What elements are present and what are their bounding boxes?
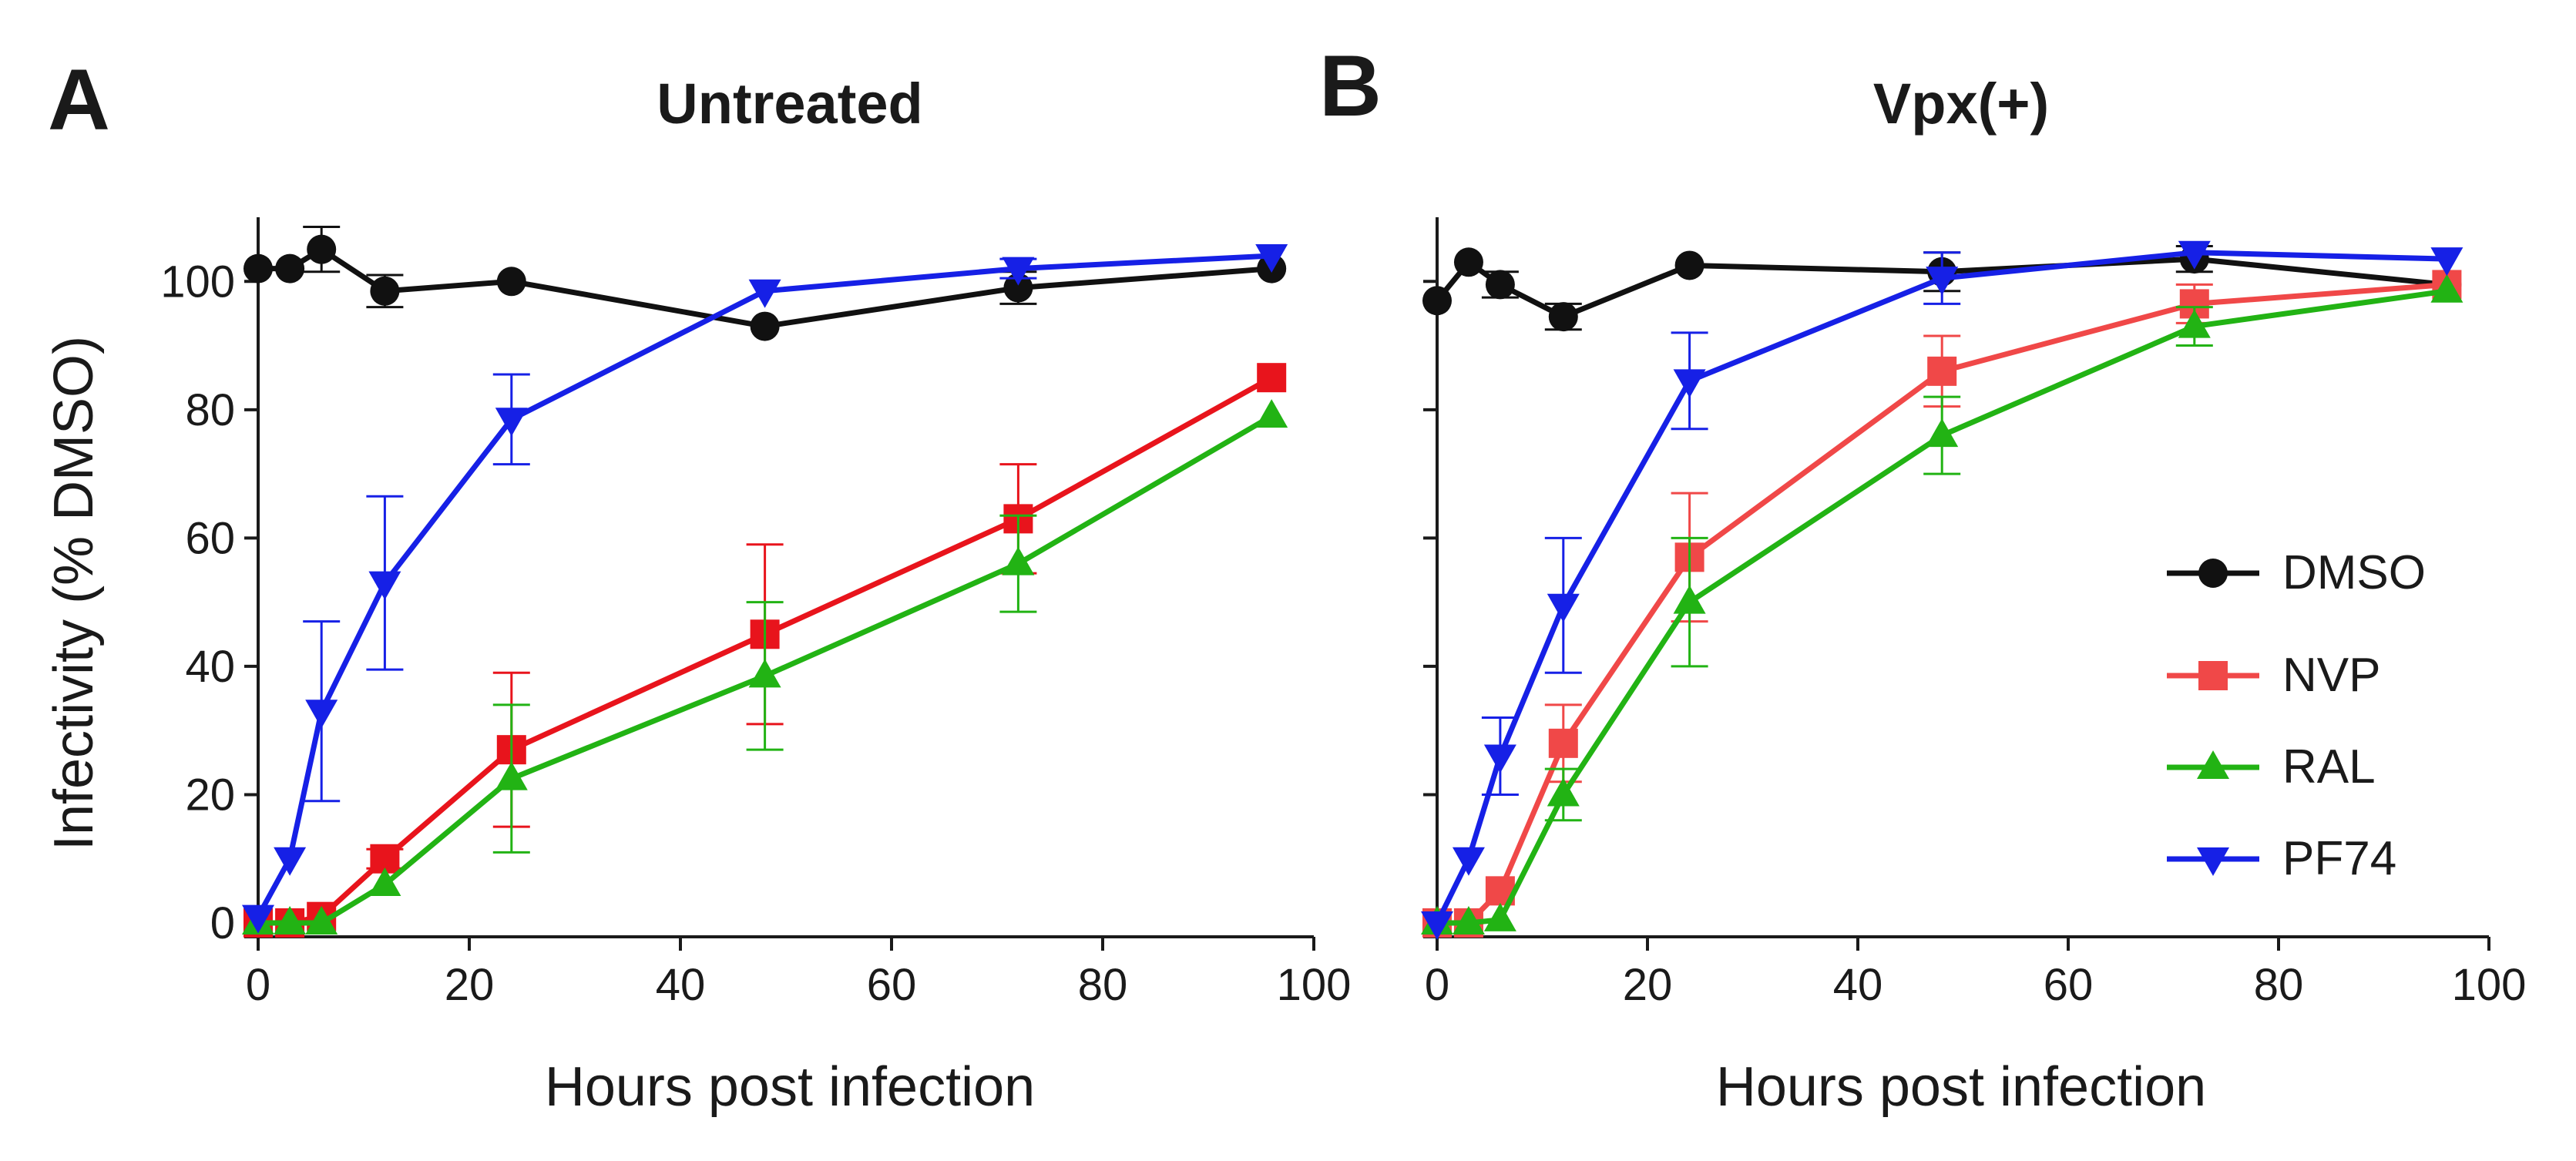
panel-b-x-tick-label: 80 — [2254, 960, 2304, 1010]
panel-b-pf74-point — [1547, 593, 1580, 622]
panel-a-ral-point — [495, 761, 528, 790]
legend-symbol-pf74 — [2197, 847, 2229, 876]
panel-a-ral-point — [748, 659, 781, 688]
panel-b-nvp-point — [1548, 728, 1578, 758]
panel-a-series-dmso — [243, 225, 1287, 341]
panel-b-pf74-point — [1452, 847, 1485, 876]
panel-a-x-tick-label: 0 — [246, 960, 270, 1010]
panel-a-dmso-point — [275, 253, 305, 284]
panel-b-x-tick-label: 40 — [1833, 960, 1883, 1010]
panel-b-x-tick-label: 100 — [2452, 960, 2527, 1010]
panel-a-pf74-point — [242, 904, 274, 934]
panel-a-ral-point — [1002, 546, 1035, 575]
panel-b-ral-point — [2430, 273, 2463, 303]
panel-b-pf74-point — [2430, 247, 2463, 277]
panel-a-pf74-point — [1255, 243, 1288, 273]
panel-a-pf74-point — [368, 571, 401, 600]
panel-a-pf74-point — [305, 700, 338, 729]
panel-a-pf74-point — [1002, 257, 1035, 286]
legend-entry-pf74: PF74 — [2167, 832, 2396, 885]
panel-b-ral-point — [1673, 585, 1706, 614]
panel-b-x-tick-label: 20 — [1623, 960, 1673, 1010]
panel-b-letter: B — [1319, 38, 1382, 134]
panel-b-plot-area: 0 20 40 60 80 100 — [1421, 217, 2526, 1010]
panel-b-pf74-line — [1434, 250, 2447, 924]
panel-b-ral-point — [1926, 418, 1959, 448]
panel-a-y-tick-label: 60 — [185, 513, 235, 563]
panel-a-ral-point — [274, 906, 307, 935]
panel-a-dmso-point — [1003, 273, 1033, 303]
panel-a-x-tick-label: 80 — [1078, 960, 1128, 1010]
panel-b-pf74-point — [1673, 369, 1706, 398]
panel-a-x-tick-label: 40 — [656, 960, 706, 1010]
panel-b-dmso-point — [1453, 247, 1483, 277]
legend-entry-ral: RAL — [2167, 740, 2376, 794]
panel-a-x-tick-label: 60 — [867, 960, 917, 1010]
panel-a-series-ral — [242, 399, 1288, 935]
panel-a-series-pf74 — [242, 243, 1288, 934]
panel-b-xlabel: Hours post infection — [1716, 1056, 2206, 1118]
panel-b-series-pf74 — [1421, 240, 2463, 940]
panel-a-x-tick-label: 100 — [1277, 960, 1352, 1010]
legend-entry-nvp: NVP — [2167, 649, 2380, 702]
legend-symbol-nvp — [2198, 661, 2228, 690]
panel-b-x-tick-label: 0 — [1425, 960, 1449, 1010]
legend-marker-dmso — [2167, 559, 2259, 588]
panel-a-dmso-point — [370, 276, 400, 306]
panel-b-nvp-point — [1927, 356, 1957, 386]
panel-a-y-tick-label: 20 — [185, 770, 235, 820]
panel-b-dmso-point — [1422, 286, 1452, 316]
panel-b-pf74-point — [1421, 911, 1453, 940]
panel-b-pf74-point — [1926, 267, 1959, 296]
panel-a-pf74-point — [495, 408, 528, 437]
legend-symbol-dmso — [2198, 559, 2228, 588]
panel-a-dmso-point — [307, 234, 337, 264]
panel-b-pf74-point — [1483, 744, 1516, 773]
panel-a-xlabel: Hours post infection — [545, 1056, 1035, 1118]
panel-a: A Untreated Infectivity (% DMSO) Hours p… — [43, 52, 1351, 1118]
panel-a-ral-point — [368, 867, 401, 897]
panel-a-plot-area: 0 20 40 60 80 100 0 20 40 60 80 100 — [160, 217, 1351, 1010]
panel-a-y-tick-label: 40 — [185, 642, 235, 692]
panel-b: B Vpx(+) Hours post infection 0 20 40 60 80 1… — [1319, 38, 2526, 1118]
panel-a-pf74-point — [748, 279, 781, 308]
panel-a-title: Untreated — [657, 72, 922, 136]
panel-a-ral-point — [305, 906, 338, 935]
panel-a-ylabel: Infectivity (% DMSO) — [43, 336, 105, 851]
panel-a-ral-point — [1255, 399, 1288, 428]
panel-b-x-tick-label: 60 — [2044, 960, 2094, 1010]
panel-b-ral-point — [1452, 906, 1485, 935]
panel-b-ral-point — [1547, 777, 1580, 807]
panel-a-x-tick-label: 20 — [445, 960, 495, 1010]
panel-b-dmso-point — [1485, 270, 1515, 300]
panel-a-dmso-point — [496, 267, 526, 297]
legend-label-dmso: DMSO — [2282, 546, 2426, 599]
panel-a-pf74-line — [255, 253, 1272, 918]
panel-a-dmso-point — [750, 311, 780, 341]
legend-label-ral: RAL — [2282, 740, 2376, 794]
legend-marker-nvp — [2167, 661, 2259, 690]
legend: DMSO NVP RAL PF74 — [2167, 546, 2426, 885]
panel-b-series-ral — [1421, 273, 2463, 935]
panel-a-nvp-point — [1257, 363, 1287, 393]
panel-a-dmso-point — [243, 253, 273, 284]
panel-a-letter: A — [48, 52, 110, 148]
legend-entry-dmso: DMSO — [2167, 546, 2426, 599]
legend-label-nvp: NVP — [2282, 649, 2380, 702]
panel-a-pf74-point — [274, 847, 307, 876]
legend-label-pf74: PF74 — [2282, 832, 2396, 885]
panel-a-y-tick-label: 0 — [210, 898, 235, 948]
panel-b-title: Vpx(+) — [1873, 72, 2049, 136]
panel-b-ral-point — [2178, 309, 2211, 338]
panel-b-ral-point — [1483, 902, 1516, 931]
panel-a-y-tick-label: 100 — [160, 257, 235, 307]
legend-marker-pf74 — [2167, 847, 2259, 876]
panel-b-dmso-point — [1674, 250, 1704, 280]
panel-b-pf74-point — [2178, 240, 2211, 270]
panel-a-y-tick-label: 80 — [185, 385, 235, 435]
legend-symbol-ral — [2197, 750, 2229, 779]
panel-b-dmso-point — [1548, 302, 1578, 332]
legend-marker-ral — [2167, 750, 2259, 779]
